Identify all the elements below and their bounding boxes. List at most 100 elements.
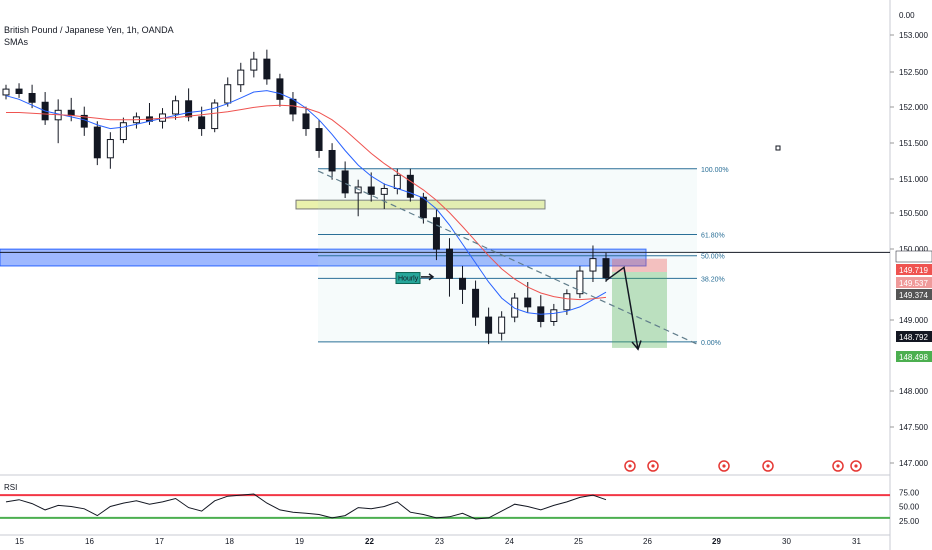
price-tick-label: 147.000	[899, 459, 928, 468]
price-tag	[895, 250, 932, 263]
candle-body	[367, 186, 375, 195]
candle-body	[237, 69, 245, 86]
pane-top-label: 0.00	[899, 11, 915, 20]
time-tick-label: 15	[15, 537, 24, 546]
projection-arrowhead	[631, 340, 642, 351]
hourly-arrowhead	[428, 273, 435, 281]
candle-body	[589, 258, 597, 272]
price-tag-label: 148.498	[899, 353, 928, 362]
candle-body	[602, 258, 610, 279]
time-tick-label: 25	[574, 537, 583, 546]
time-tick-label: 31	[852, 537, 861, 546]
hourly-label-text: Hourly	[398, 276, 419, 283]
rsi-tick-label: 25.00	[899, 517, 920, 526]
sma-lines	[5, 90, 607, 315]
candle-body	[485, 316, 493, 334]
price-tag	[896, 264, 932, 275]
price-axis[interactable]: 153.000 152.500 152.000 151.500 151.000 150.5…	[890, 11, 932, 526]
price-tag-label: 149.806	[899, 253, 928, 262]
candle-body	[15, 88, 23, 94]
rsi-tick-label: 75.00	[899, 488, 920, 497]
time-tick-label: 18	[225, 537, 234, 546]
rsi-pane	[0, 493, 890, 520]
candlestick-series	[2, 49, 610, 345]
price-tick-label: 148.000	[899, 387, 928, 396]
time-tick-label: 16	[85, 537, 94, 546]
candle-body	[198, 116, 206, 130]
candle-body	[28, 92, 36, 103]
time-tick-label: 17	[155, 537, 164, 546]
time-tick-label: 24	[505, 537, 514, 546]
price-tag	[896, 277, 932, 288]
price-tick-label: 147.500	[899, 423, 928, 432]
event-marker-dot	[766, 464, 770, 468]
candle-body	[380, 187, 388, 195]
candle-body	[459, 277, 467, 290]
candle-body	[119, 122, 127, 141]
event-marker-dot	[628, 464, 632, 468]
price-tag-label: 149.537	[899, 279, 928, 288]
candle-body	[550, 309, 558, 322]
target-zone	[612, 272, 667, 348]
fib-level-label: 100.00%	[701, 167, 729, 174]
price-tick-label: 149.000	[899, 316, 928, 325]
time-axis[interactable]: 15 16 17 18 19 22 23 24 25 26 29 30 31	[15, 537, 861, 546]
price-tag-label: 149.374	[899, 291, 928, 300]
price-tag-label: 148.792	[899, 333, 928, 342]
candle-body	[511, 297, 519, 318]
sma-slow-line	[6, 104, 607, 301]
fib-level-label: 50.00%	[701, 254, 725, 261]
fib-level-label: 38.20%	[701, 276, 725, 283]
candle-body	[393, 174, 401, 189]
fibonacci-retracement[interactable]: 100.00% 61.80% 50.00% 38.20% 0.00%	[318, 167, 729, 347]
time-tick-label: 26	[643, 537, 652, 546]
event-markers[interactable]	[624, 460, 862, 472]
candle-body	[67, 109, 75, 116]
candle-body	[211, 102, 219, 130]
price-tick-label: 151.000	[899, 175, 928, 184]
event-marker-dot	[854, 464, 858, 468]
price-tag-label: 149.719	[899, 266, 928, 275]
rsi-legend[interactable]: RSI	[4, 483, 18, 492]
candle-body	[172, 100, 180, 115]
candle-body	[524, 297, 532, 308]
candle-body	[328, 149, 336, 172]
indicator-legend[interactable]: SMAs	[4, 37, 29, 47]
price-tag	[896, 289, 932, 300]
projection-path	[605, 266, 639, 350]
candle-body	[445, 248, 453, 279]
fib-level-label: 61.80%	[701, 233, 725, 240]
candle-body	[472, 288, 480, 318]
price-tag	[896, 331, 932, 342]
candle-body	[563, 293, 571, 311]
candle-body	[419, 196, 427, 219]
candle-body	[106, 139, 114, 159]
time-tick-label: 19	[295, 537, 304, 546]
fib-level-label: 0.00%	[701, 340, 721, 347]
candle-body	[341, 170, 349, 194]
candle-body	[406, 174, 414, 198]
stop-zone	[612, 258, 667, 273]
short-position-tool[interactable]	[612, 258, 667, 348]
candle-body	[263, 58, 271, 80]
time-tick-label: 22	[365, 537, 374, 546]
candle-body	[498, 316, 506, 334]
time-tick-label: 30	[782, 537, 791, 546]
price-tick-label: 152.000	[899, 103, 928, 112]
candle-body	[276, 78, 284, 100]
candle-body	[93, 126, 101, 159]
drawings-layer[interactable]: Hourly	[317, 145, 781, 351]
price-tick-label: 151.500	[899, 139, 928, 148]
price-tick-label: 150.000	[899, 245, 928, 254]
candle-body	[2, 88, 10, 96]
price-tick-label: 150.500	[899, 209, 928, 218]
event-marker-dot	[651, 464, 655, 468]
chart-title: British Pound / Japanese Yen, 1h, OANDA	[4, 25, 174, 35]
event-marker-dot	[722, 464, 726, 468]
price-tick-label: 153.000	[899, 31, 928, 40]
candle-body	[315, 128, 323, 151]
grid-lines	[0, 0, 891, 550]
price-tag	[896, 351, 932, 362]
hourly-label-box	[395, 272, 421, 285]
